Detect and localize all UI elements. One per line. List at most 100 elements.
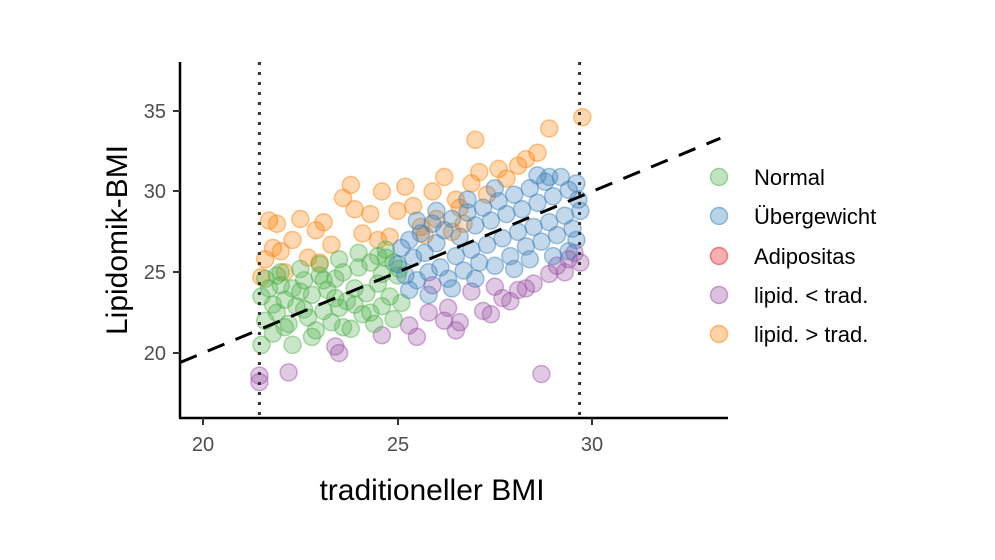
- data-point: [539, 264, 559, 284]
- data-point: [438, 298, 458, 318]
- data-point: [434, 221, 454, 240]
- data-point: [559, 180, 578, 200]
- data-point: [520, 250, 540, 269]
- legend-marker-icon: [709, 246, 729, 266]
- data-point: [279, 314, 298, 334]
- data-point: [384, 253, 403, 272]
- data-point: [469, 253, 489, 272]
- data-point: [442, 222, 462, 242]
- data-point: [388, 201, 407, 221]
- data-point: [423, 214, 442, 234]
- data-point: [528, 166, 547, 185]
- data-point: [516, 279, 536, 298]
- legend-item-lipid-higher: lipid. > trad.: [709, 322, 868, 347]
- data-point: [450, 313, 469, 332]
- data-point: [481, 211, 501, 230]
- data-point: [573, 107, 592, 127]
- data-point: [497, 169, 516, 188]
- data-points: [250, 107, 592, 392]
- data-point: [275, 263, 294, 282]
- legend-label: Normal: [754, 165, 825, 190]
- data-point: [333, 317, 353, 337]
- data-point: [310, 253, 329, 272]
- data-point: [372, 296, 392, 316]
- data-point: [271, 263, 291, 282]
- data-point: [543, 246, 563, 266]
- data-point: [361, 303, 380, 322]
- data-point: [485, 256, 505, 276]
- data-point: [528, 143, 547, 162]
- x-tick-label: 20: [192, 434, 214, 456]
- data-point: [427, 201, 446, 221]
- data-point: [333, 188, 353, 208]
- data-point: [411, 217, 431, 237]
- data-point: [294, 271, 314, 290]
- data-point: [333, 263, 353, 282]
- data-point: [275, 290, 294, 309]
- data-point: [345, 200, 364, 219]
- data-point: [252, 335, 271, 355]
- data-point: [372, 182, 392, 201]
- data-point: [477, 235, 497, 255]
- data-point: [489, 159, 508, 179]
- data-point: [442, 209, 462, 229]
- data-point: [555, 263, 575, 282]
- data-point: [380, 227, 399, 246]
- data-point: [567, 174, 586, 193]
- data-point: [310, 254, 329, 274]
- reference-lines: [179, 62, 721, 418]
- legend-item-adipositas: Adipositas: [709, 244, 856, 269]
- y-tick-label: 35: [144, 101, 166, 123]
- legend-item-lipid-lower: lipid. < trad.: [709, 283, 868, 308]
- data-point: [326, 288, 345, 308]
- data-point: [543, 187, 563, 206]
- data-point: [466, 130, 485, 150]
- data-point: [271, 275, 291, 295]
- legend-item-normal: Normal: [709, 165, 825, 190]
- y-axis-ticks: 20 25 30 35: [144, 101, 180, 365]
- data-point: [473, 198, 493, 217]
- data-point: [469, 162, 489, 182]
- data-point: [446, 321, 466, 340]
- data-point: [419, 285, 438, 305]
- data-point: [341, 175, 361, 195]
- data-point: [368, 246, 388, 266]
- data-point: [384, 309, 403, 329]
- data-point: [547, 225, 567, 245]
- data-point: [306, 321, 326, 340]
- data-point: [563, 219, 582, 238]
- data-point: [349, 243, 368, 263]
- data-point: [442, 279, 462, 298]
- data-point: [434, 167, 454, 187]
- data-point: [329, 298, 349, 318]
- data-point: [485, 277, 505, 297]
- data-point: [504, 259, 524, 279]
- data-point: [314, 212, 333, 232]
- data-point: [431, 258, 450, 277]
- data-point: [314, 271, 333, 290]
- legend-label: lipid. < trad.: [754, 283, 868, 308]
- data-point: [415, 243, 434, 263]
- data-point: [392, 293, 411, 313]
- data-point: [380, 287, 399, 306]
- data-point: [252, 267, 271, 287]
- data-point: [388, 254, 407, 274]
- data-point: [361, 204, 380, 224]
- legend-marker-icon: [709, 206, 729, 226]
- data-point: [298, 308, 318, 327]
- data-point: [493, 229, 512, 248]
- data-point: [291, 259, 310, 279]
- data-point: [403, 196, 423, 216]
- data-point: [481, 304, 501, 324]
- data-point: [322, 313, 341, 332]
- data-point: [306, 221, 326, 240]
- y-tick-label: 20: [144, 343, 166, 365]
- data-point: [419, 263, 438, 282]
- data-point: [250, 366, 269, 385]
- legend-marker-icon: [709, 167, 729, 187]
- data-point: [368, 230, 388, 250]
- legend-item-uebergewicht: Übergewicht: [709, 204, 876, 229]
- data-point: [466, 269, 485, 288]
- data-point: [539, 119, 559, 138]
